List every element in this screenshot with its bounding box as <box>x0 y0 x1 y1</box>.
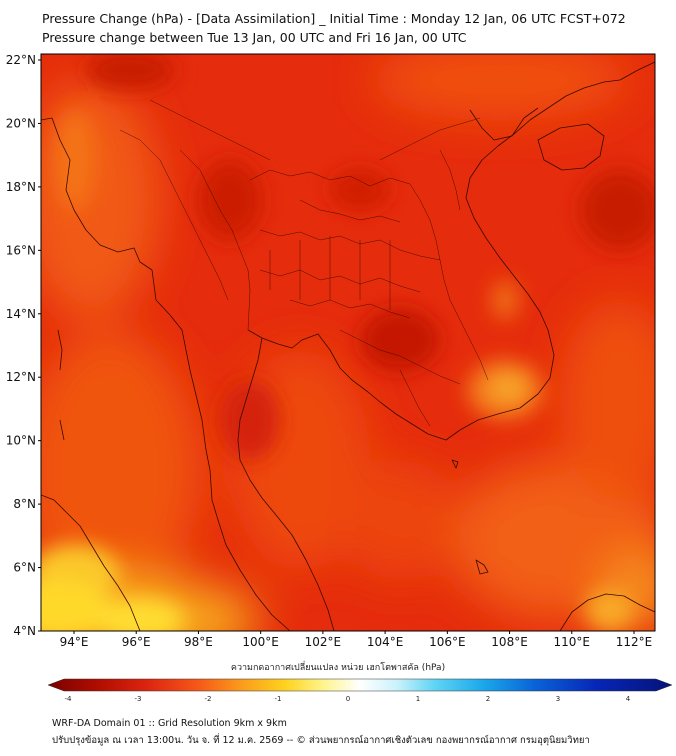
admin-borders <box>119 99 489 427</box>
colorbar-tick-label: 2 <box>486 695 490 703</box>
colorbar-tick-label: -2 <box>205 695 212 703</box>
colorbar-tick-label: 3 <box>556 695 560 703</box>
colorbar-ticks: -4 -3 -2 -1 0 1 2 3 4 <box>65 695 631 703</box>
lon-label: 96°E <box>122 635 151 649</box>
colorbar: -4 -3 -2 -1 0 1 2 3 4 <box>47 678 673 703</box>
lat-label: 18°N <box>6 180 36 194</box>
colorbar-tick-label: 0 <box>346 695 350 703</box>
lat-label: 20°N <box>6 116 36 130</box>
colorbar-tick-label: 1 <box>416 695 420 703</box>
lon-label: 110°E <box>554 635 591 649</box>
lon-label: 106°E <box>429 635 466 649</box>
footer-update-info: ปรับปรุงข้อมูล ณ เวลา 13:00น. วัน จ. ที่… <box>52 735 590 746</box>
map-frame <box>40 53 656 632</box>
pressure-field <box>41 54 655 631</box>
coastlines <box>41 61 655 631</box>
lat-label: 12°N <box>6 370 36 384</box>
footer-model-info: WRF-DA Domain 01 :: Grid Resolution 9km … <box>52 718 287 729</box>
lat-label: 22°N <box>6 53 36 67</box>
colorbar-ramp <box>47 678 673 692</box>
colorbar-tick-label: -3 <box>135 695 142 703</box>
latitude-axis: 22°N 20°N 18°N 16°N 14°N 12°N 10°N 8°N 6°N 4°N <box>6 53 41 638</box>
colorbar-label: ความกดอากาศเปลี่ยนแปลง หน่วย เฮกโตพาสคัล… <box>230 663 446 673</box>
lon-label: 102°E <box>305 635 342 649</box>
lon-label: 98°E <box>184 635 213 649</box>
lat-label: 4°N <box>13 624 36 638</box>
lat-label: 6°N <box>13 561 36 575</box>
lon-label: 108°E <box>491 635 528 649</box>
lon-label: 100°E <box>242 635 279 649</box>
colorbar-tick-label: -1 <box>275 695 282 703</box>
colorbar-tick-label: -4 <box>65 695 73 703</box>
lat-label: 8°N <box>13 497 36 511</box>
lat-label: 14°N <box>6 307 36 321</box>
colorbar-tick-label: 4 <box>626 695 631 703</box>
lon-label: 104°E <box>367 635 404 649</box>
longitude-axis: 94°E 96°E 98°E 100°E 102°E 104°E 106°E 108°E 110… <box>60 631 653 649</box>
map-title: Pressure Change (hPa) - [Data Assimilati… <box>42 11 626 26</box>
lat-label: 10°N <box>6 434 36 448</box>
lon-label: 94°E <box>60 635 89 649</box>
map-subtitle: Pressure change between Tue 13 Jan, 00 U… <box>42 30 467 45</box>
lat-label: 16°N <box>6 243 36 257</box>
lon-label: 112°E <box>616 635 653 649</box>
